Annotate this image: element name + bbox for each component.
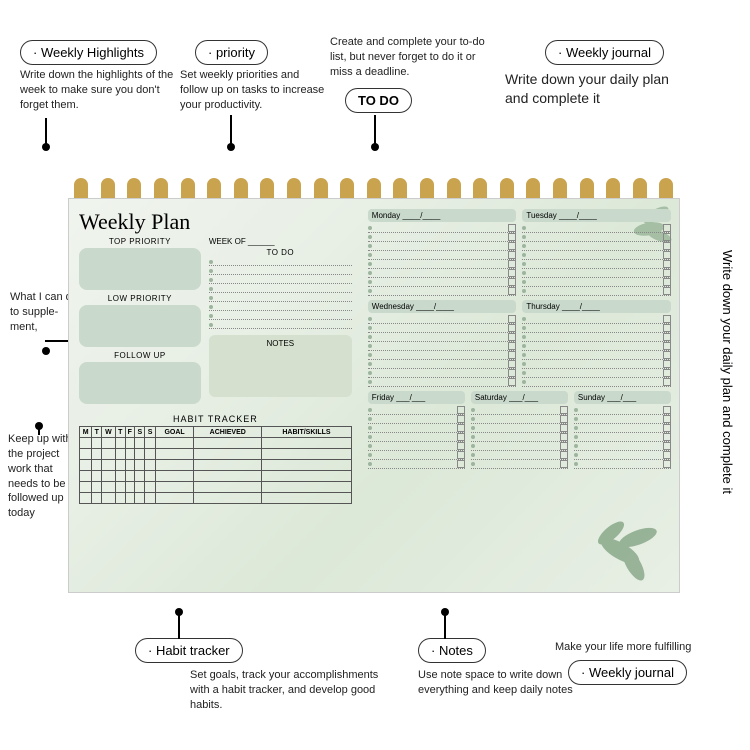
top-priority-box <box>79 248 201 290</box>
journal-bottom-callout: · Weekly journal <box>568 660 687 685</box>
todo-line <box>209 293 352 302</box>
low-priority-box <box>79 305 201 347</box>
todo-line <box>209 302 352 311</box>
todo-desc: Create and complete your to-do list, but… <box>330 35 485 80</box>
right-page: Monday ____/____ Tuesday ____/____ Wedne… <box>362 199 679 592</box>
todo-line <box>209 257 352 266</box>
habit-desc: Set goals, track your accomplishments wi… <box>190 668 390 713</box>
habit-table: MTWTFSSGOALACHIEVEDHABIT/SKILLS <box>79 426 352 504</box>
priority-callout: · priority <box>195 40 268 65</box>
highlights-callout: · Weekly Highlights <box>20 40 157 65</box>
priority-desc: Set weekly priorities and follow up on t… <box>180 68 325 113</box>
connector-line <box>230 115 232 145</box>
connector-line <box>374 115 376 145</box>
todo-label: TO DO <box>209 248 352 257</box>
connector-line <box>178 611 180 639</box>
day-header: Tuesday ____/____ <box>522 209 671 222</box>
followup-label: FOLLOW UP <box>79 351 201 360</box>
habit-tracker-title: HABIT TRACKER <box>79 414 352 424</box>
habit-callout: · Habit tracker <box>135 638 243 663</box>
week-of: WEEK OF ______ <box>209 237 352 246</box>
connector-dot <box>42 347 50 355</box>
notes-box: NOTES <box>209 335 352 397</box>
day-header: Wednesday ____/____ <box>368 300 517 313</box>
highlights-desc: Write down the highlights of the week to… <box>20 68 175 113</box>
todo-line <box>209 266 352 275</box>
day-header: Friday ___/___ <box>368 391 465 404</box>
journal-top-desc: Write down your daily plan and complete … <box>505 70 680 108</box>
connector-line <box>444 611 446 639</box>
low-priority-label: LOW PRIORITY <box>79 294 201 303</box>
todo-line <box>209 275 352 284</box>
connector-line <box>45 118 47 146</box>
planner: Weekly Plan TOP PRIORITY LOW PRIORITY FO… <box>68 198 680 593</box>
connector-line <box>38 425 40 435</box>
top-priority-label: TOP PRIORITY <box>79 237 201 246</box>
vertical-text: Write down your daily plan and complete … <box>720 250 735 494</box>
planner-title: Weekly Plan <box>79 209 352 235</box>
followup-box <box>79 362 201 404</box>
todo-line <box>209 311 352 320</box>
todo-callout: TO DO <box>345 88 412 113</box>
day-header: Monday ____/____ <box>368 209 517 222</box>
todo-line <box>209 284 352 293</box>
todo-line <box>209 320 352 329</box>
day-header: Saturday ___/___ <box>471 391 568 404</box>
journal-bottom-desc: Make your life more fulfilling <box>555 640 715 655</box>
notes-callout: · Notes <box>418 638 486 663</box>
day-header: Thursday ____/____ <box>522 300 671 313</box>
notes-desc: Use note space to write down everything … <box>418 668 593 698</box>
day-header: Sunday ___/___ <box>574 391 671 404</box>
journal-top-callout: · Weekly journal <box>545 40 664 65</box>
left-page: Weekly Plan TOP PRIORITY LOW PRIORITY FO… <box>69 199 362 592</box>
